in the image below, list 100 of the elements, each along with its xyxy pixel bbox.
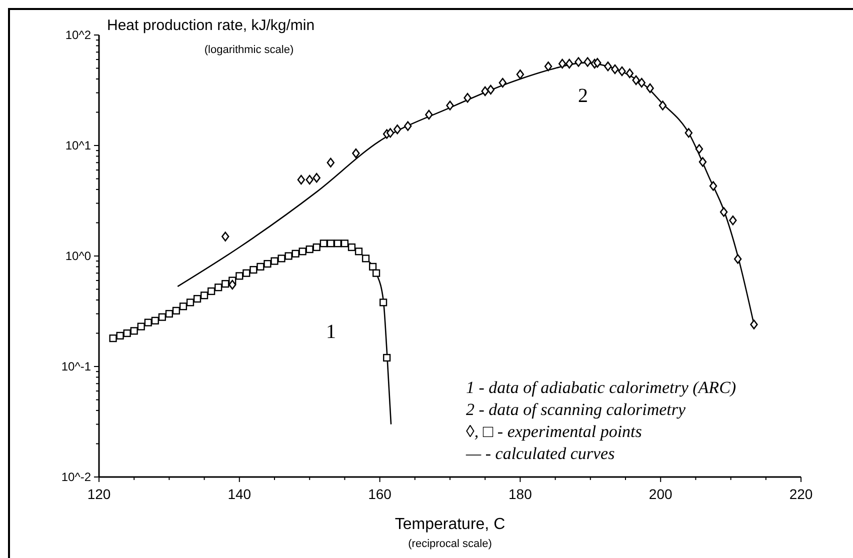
point — [278, 254, 286, 262]
point — [750, 320, 758, 330]
annotation: 2 - data of scanning calorimetry — [466, 400, 686, 419]
point — [222, 232, 230, 242]
point — [729, 216, 737, 226]
point — [179, 302, 188, 310]
point — [709, 181, 718, 191]
point — [658, 100, 667, 110]
point — [284, 252, 292, 260]
point — [158, 313, 166, 321]
point — [306, 245, 314, 254]
point — [172, 306, 180, 314]
point — [695, 144, 704, 154]
point — [326, 158, 335, 168]
point — [558, 58, 566, 69]
point — [354, 248, 363, 256]
y-tick-label: 10^2 — [65, 28, 92, 42]
point — [151, 316, 159, 324]
point — [242, 269, 250, 277]
x-tick-label: 140 — [228, 486, 252, 502]
point — [298, 248, 306, 256]
point — [292, 250, 300, 258]
y-tick-label: 10^0 — [65, 249, 92, 263]
point — [372, 269, 380, 277]
point — [270, 257, 278, 265]
point — [200, 292, 208, 300]
point — [264, 260, 272, 268]
point — [348, 243, 356, 252]
point — [698, 157, 707, 167]
point — [312, 243, 320, 252]
point — [334, 240, 342, 248]
point — [646, 83, 654, 94]
y-tick-label: 10^-1 — [61, 360, 92, 374]
point — [256, 262, 264, 271]
point — [109, 334, 117, 342]
x-tick-label: 200 — [648, 486, 672, 502]
point — [368, 262, 377, 271]
point — [123, 329, 131, 338]
point — [236, 272, 244, 280]
point — [144, 318, 152, 326]
point — [486, 84, 495, 95]
y-axis-title: Heat production rate, kJ/kg/min — [107, 17, 315, 34]
point — [481, 86, 489, 96]
point — [720, 207, 728, 217]
point — [446, 100, 454, 110]
point — [297, 174, 306, 185]
point — [362, 254, 370, 262]
point — [193, 294, 202, 303]
point — [584, 57, 592, 67]
point — [222, 280, 230, 288]
point — [214, 284, 222, 292]
x-tick-label: 160 — [368, 486, 392, 502]
point — [626, 68, 634, 78]
point — [604, 62, 612, 72]
point — [734, 254, 742, 264]
point — [404, 121, 412, 131]
point — [380, 298, 388, 306]
point — [638, 78, 646, 88]
point — [425, 110, 433, 120]
x-tick-label: 120 — [87, 486, 111, 502]
annotation: (logarithmic scale) — [204, 44, 294, 56]
point — [352, 148, 360, 158]
point — [394, 124, 402, 134]
text: (reciprocal scale) — [408, 538, 492, 550]
point — [383, 354, 391, 362]
point — [320, 240, 328, 248]
point — [544, 62, 552, 72]
point — [208, 287, 216, 296]
point — [165, 310, 173, 318]
annotation: 1 - data of adiabatic calorimetry (ARC) — [466, 378, 736, 397]
annotation: 2 — [578, 85, 588, 107]
point — [326, 240, 334, 248]
point — [574, 57, 582, 67]
point — [228, 280, 236, 290]
point — [498, 78, 506, 88]
point — [516, 70, 524, 80]
point — [116, 332, 124, 340]
point — [340, 240, 348, 248]
y-tick-label: 10^1 — [65, 138, 92, 152]
point — [386, 128, 394, 138]
point — [464, 92, 472, 103]
x-tick-label: 180 — [508, 486, 532, 502]
point — [618, 66, 626, 76]
point — [137, 322, 145, 330]
annotation: ◊, □ - experimental points — [466, 422, 642, 441]
y-tick-label: 10^-2 — [61, 470, 92, 484]
point — [565, 58, 574, 69]
x-tick-label: 220 — [789, 486, 813, 502]
point — [594, 58, 602, 68]
point — [632, 75, 640, 86]
point — [186, 298, 194, 306]
annotation: 1 — [326, 321, 336, 343]
annotation: — - calculated curves — [465, 444, 616, 463]
point — [130, 327, 138, 335]
point — [312, 172, 320, 183]
point — [684, 128, 693, 138]
point — [306, 174, 314, 185]
point — [611, 64, 619, 74]
point — [250, 266, 258, 274]
x-axis-title: Temperature, C — [394, 516, 506, 533]
